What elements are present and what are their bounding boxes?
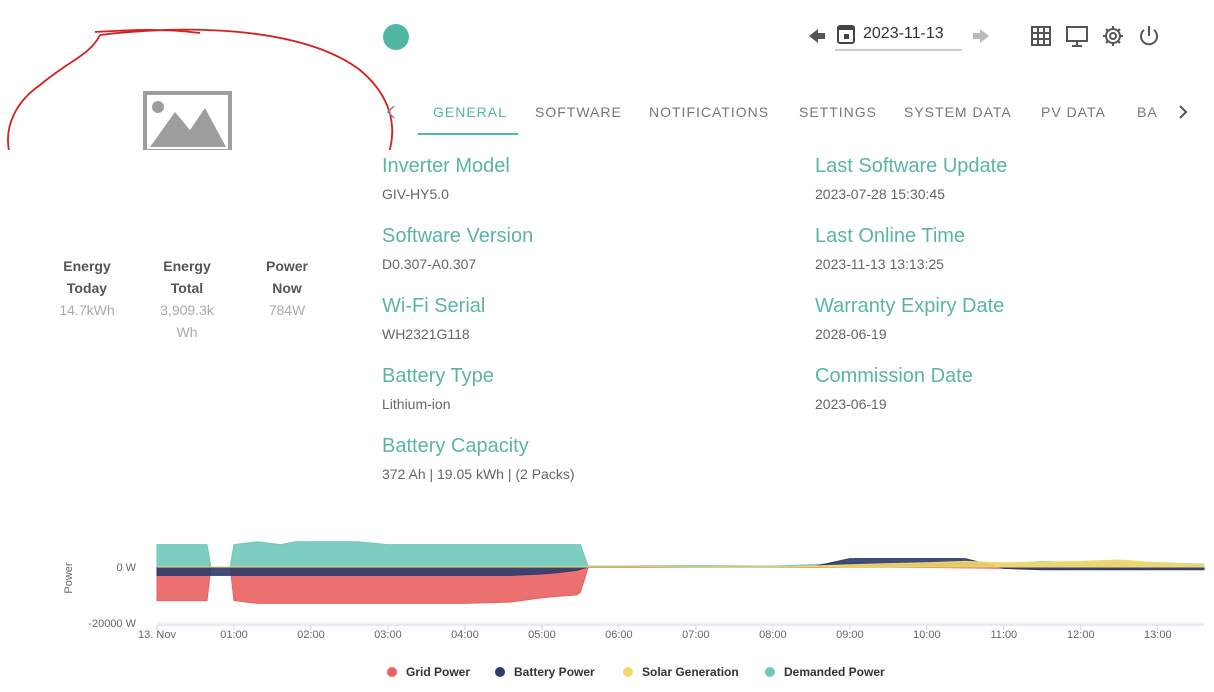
field-value: 2023-11-13 13:13:25 [815,256,944,272]
x-tick-label: 05:00 [528,629,556,641]
stat-label: Energy Total [163,258,211,296]
field-value: 2023-06-19 [815,396,887,412]
x-tick-label: 11:00 [990,629,1017,641]
field-label: Battery Capacity [382,435,529,457]
field-label: Battery Type [382,365,494,387]
stat-label: Energy Today [63,258,111,296]
field-label: Inverter Model [382,155,510,177]
chart: Power -20000 W 0 W 13. Nov 01:00 02:00 03:00 0… [63,541,1205,679]
field-value: D0.307-A0.307 [382,256,477,272]
legend-label[interactable]: Solar Generation [642,665,739,679]
prev-date[interactable] [809,29,825,43]
tab[interactable]: SETTINGS [799,104,878,120]
field-value: GIV-HY5.0 [382,186,449,202]
stat-value: 784W [268,302,306,318]
stat-value: 3,909.3kWh [160,302,214,340]
x-tick-label: 13:00 [1144,629,1172,641]
field-value: 2028-06-19 [815,326,887,342]
tabs-next[interactable] [1179,105,1188,119]
legend-marker [387,667,397,677]
x-tick-label: 12:00 [1067,629,1095,641]
monitor-icon[interactable] [1066,26,1088,47]
header-graphics [7,24,1188,150]
x-tick-label: 02:00 [297,629,325,641]
x-tick-label: 04:00 [451,629,479,641]
image-placeholder [143,91,232,150]
legend-label[interactable]: Grid Power [406,665,470,679]
stat: Energy Today 14.7kWh [55,255,119,321]
annotation-scribble [7,28,394,150]
legend-label[interactable]: Demanded Power [784,665,885,679]
field-label: Wi-Fi Serial [382,295,486,317]
field-value: Lithium-ion [382,396,451,412]
tabs-prev[interactable] [386,105,395,119]
field-value: 372 Ah | 19.05 kWh | (2 Packs) [382,466,575,482]
settings-icon[interactable] [1103,26,1123,46]
stat: Power Now 784W [255,255,319,321]
legend-marker [623,667,633,677]
x-tick-label: 09:00 [836,629,864,641]
field-label: Commission Date [815,365,973,387]
next-date[interactable] [973,29,989,43]
legend-label[interactable]: Battery Power [514,665,595,679]
x-tick-label: 07:00 [682,629,710,641]
field-label: Last Online Time [815,225,966,247]
x-tick-label: 06:00 [605,629,633,641]
tab[interactable]: GENERAL [433,104,507,120]
grid-view-icon[interactable] [1031,26,1051,46]
stat: Energy Total 3,909.3kWh [155,255,219,343]
legend-marker [765,667,775,677]
tab[interactable]: BA [1137,104,1158,120]
y-tick-label: 0 W [116,562,136,574]
x-tick-label: 01:00 [220,629,248,641]
x-tick-label: 08:00 [759,629,787,641]
field-value: 2023-07-28 15:30:45 [815,186,945,202]
field-label: Software Version [382,225,534,247]
power-icon[interactable] [1140,26,1158,46]
field-label: Last Software Update [815,155,1008,177]
x-tick-label: 10:00 [913,629,941,641]
area [157,559,1205,568]
stat-value: 14.7kWh [59,302,115,318]
tab[interactable]: SOFTWARE [535,104,622,120]
legend-marker [495,667,505,677]
date-input[interactable]: 2023-11-13 [863,25,944,42]
y-tick-label: -20000 W [88,618,136,630]
stat-label: Power Now [265,258,308,296]
tab[interactable]: NOTIFICATIONS [649,104,770,120]
tab[interactable]: SYSTEM DATA [904,104,1012,120]
field-value: WH2321G118 [382,326,470,342]
x-tick-label: 13. Nov [138,629,176,641]
field-label: Warranty Expiry Date [815,295,1005,317]
y-axis-title: Power [63,562,75,594]
x-tick-label: 03:00 [374,629,402,641]
status-dot [383,24,409,50]
tab[interactable]: PV DATA [1041,104,1106,120]
